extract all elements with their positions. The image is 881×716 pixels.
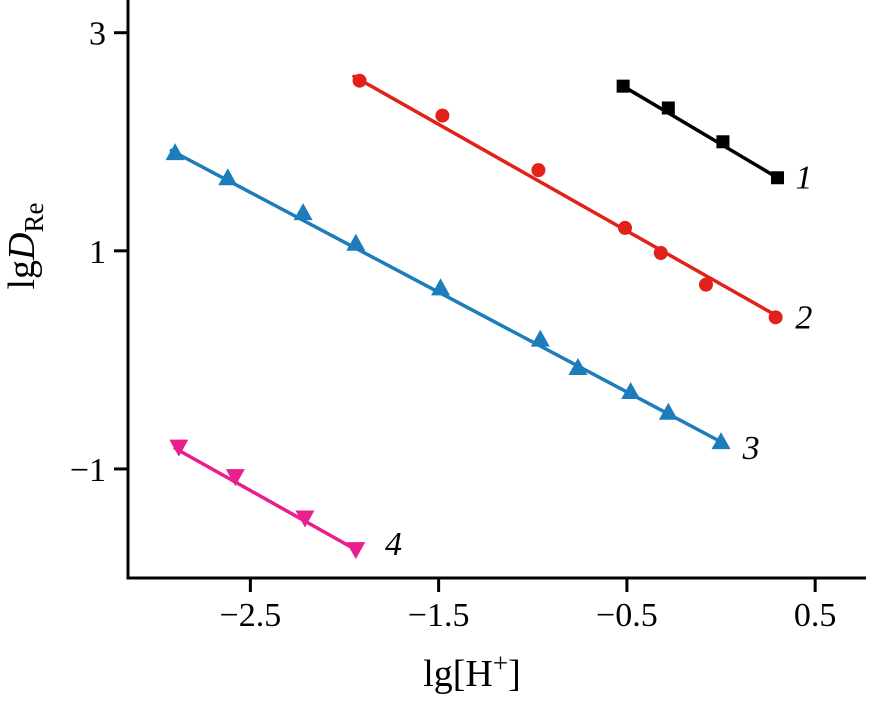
curve-2-label: 2: [795, 299, 812, 336]
data-point-circle: [531, 163, 546, 178]
x-axis-label: lg[H+]: [423, 648, 521, 695]
data-point-triangle-up: [218, 168, 238, 186]
curve-4-fit-line: [173, 446, 360, 553]
y-tick-label: −1: [70, 452, 106, 489]
x-tick-label: −0.5: [596, 597, 658, 634]
x-tick-label: −1.5: [408, 597, 470, 634]
data-point-triangle-up: [293, 203, 313, 221]
data-point-triangle-up: [346, 233, 366, 251]
data-point-triangle-down: [346, 542, 366, 560]
data-point-square: [771, 171, 785, 185]
y-tick-label: 1: [89, 234, 106, 271]
data-point-square: [661, 101, 675, 115]
data-point-triangle-up: [621, 382, 641, 400]
x-tick-label: 0.5: [794, 597, 837, 634]
curve-1-label: 1: [795, 160, 812, 197]
data-point-circle: [768, 310, 783, 325]
data-point-triangle-up: [165, 143, 185, 161]
data-point-square: [716, 135, 730, 149]
data-point-triangle-down: [225, 469, 245, 487]
data-point-square: [616, 79, 630, 93]
data-point-triangle-up: [530, 329, 550, 347]
y-tick-label: 3: [89, 16, 106, 53]
data-point-circle: [618, 220, 633, 235]
data-point-triangle-up: [431, 278, 451, 296]
curve-2-fit-line: [352, 74, 780, 319]
data-point-triangle-up: [658, 402, 678, 420]
data-point-circle: [698, 277, 713, 292]
curve-4-label: 4: [385, 526, 402, 563]
x-tick-label: −2.5: [220, 597, 282, 634]
curve-3-fit-line: [169, 148, 727, 446]
data-point-circle: [653, 246, 668, 261]
data-point-triangle-up: [568, 358, 588, 376]
data-point-circle: [435, 108, 450, 123]
chart-root: −2.5 −1.5 −0.5 0.5 3 1 −1 1 2 3 4: [70, 0, 866, 634]
curve-1-fit-line: [619, 83, 782, 181]
y-axis-label: lgDRe: [1, 202, 49, 289]
curve-3-label: 3: [742, 430, 760, 467]
data-point-triangle-up: [711, 432, 731, 450]
data-point-triangle-down: [169, 439, 189, 457]
data-point-circle: [352, 73, 367, 88]
data-point-triangle-down: [295, 510, 315, 528]
